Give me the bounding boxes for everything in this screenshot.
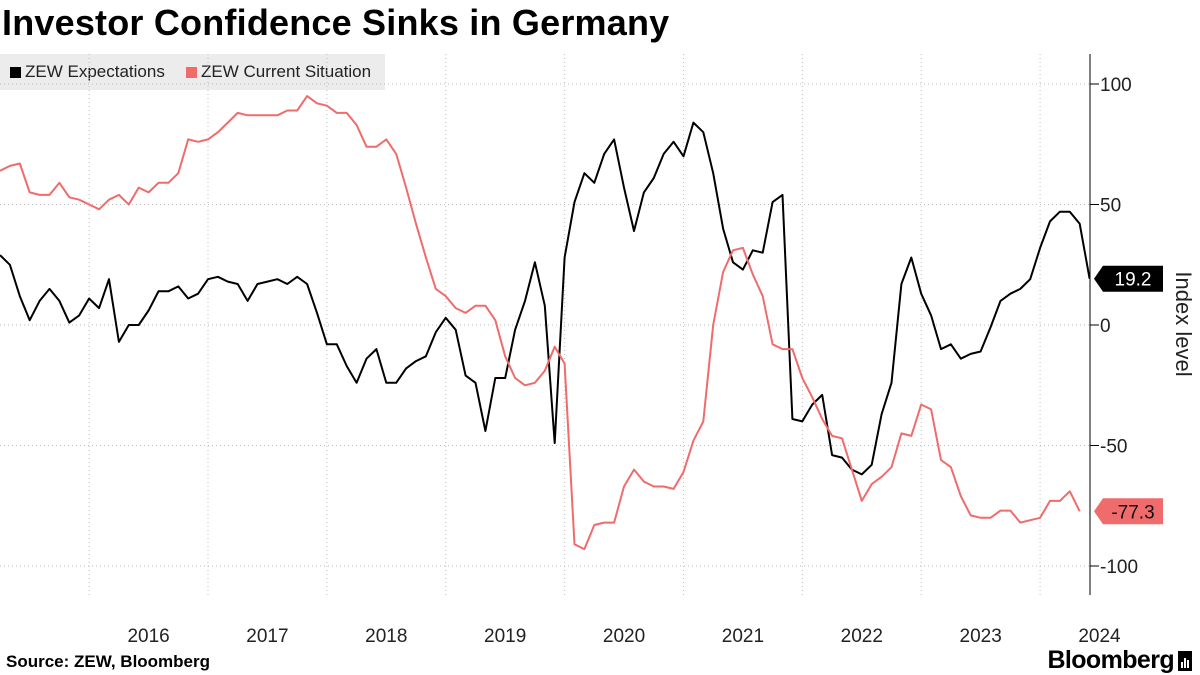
chart-title: Investor Confidence Sinks in Germany [2,2,670,43]
series-lines [0,95,1091,551]
x-tick-label: 2019 [484,626,526,647]
bloomberg-bars-icon [1178,651,1192,671]
legend: ZEW Expectations ZEW Current Situation [0,54,385,90]
y-axis: 100 50 0 -50 -100 [1089,54,1138,595]
x-tick-label: 2021 [722,626,764,647]
end-label-expectations: 19.2 [1115,270,1152,291]
brand-wordmark: Bloomberg [1047,646,1174,674]
x-tick-label: 2017 [246,626,288,647]
end-labels: 19.2 -77.3 [1094,265,1163,525]
end-label-box-expectations [1094,265,1163,292]
legend-swatch-expectations-icon [10,67,21,78]
y-tick-label: 0 [1100,316,1111,337]
legend-label-current: ZEW Current Situation [201,62,372,81]
source-note: Source: ZEW, Bloomberg [6,652,211,671]
legend-item-expectations[interactable]: ZEW Expectations [10,54,165,90]
gridlines [0,54,1090,595]
brand-logo: Bloomberg [1047,646,1192,674]
y-axis-label: Index level [1171,271,1196,376]
x-tick-label: 2016 [127,626,169,647]
end-label-box-current [1094,498,1163,525]
x-tick-label: 2018 [365,626,407,647]
series-line-current [0,95,1081,551]
series-line-expectations [0,121,1091,476]
x-tick-label: 2024 [1078,626,1121,647]
y-tick-label: 100 [1100,75,1132,96]
x-axis: 2016 2017 2018 2019 2020 2021 2022 2023 2024 [127,626,1121,647]
legend-swatch-current-icon [186,67,197,78]
x-tick-label: 2020 [603,626,645,647]
legend-label-expectations: ZEW Expectations [25,62,165,81]
x-tick-label: 2023 [960,626,1002,647]
legend-item-current[interactable]: ZEW Current Situation [186,54,371,90]
end-label-current: -77.3 [1111,502,1154,523]
y-tick-label: -50 [1100,437,1127,458]
y-tick-label: -100 [1100,557,1138,578]
y-tick-label: 50 [1100,196,1121,217]
x-tick-label: 2022 [841,626,883,647]
